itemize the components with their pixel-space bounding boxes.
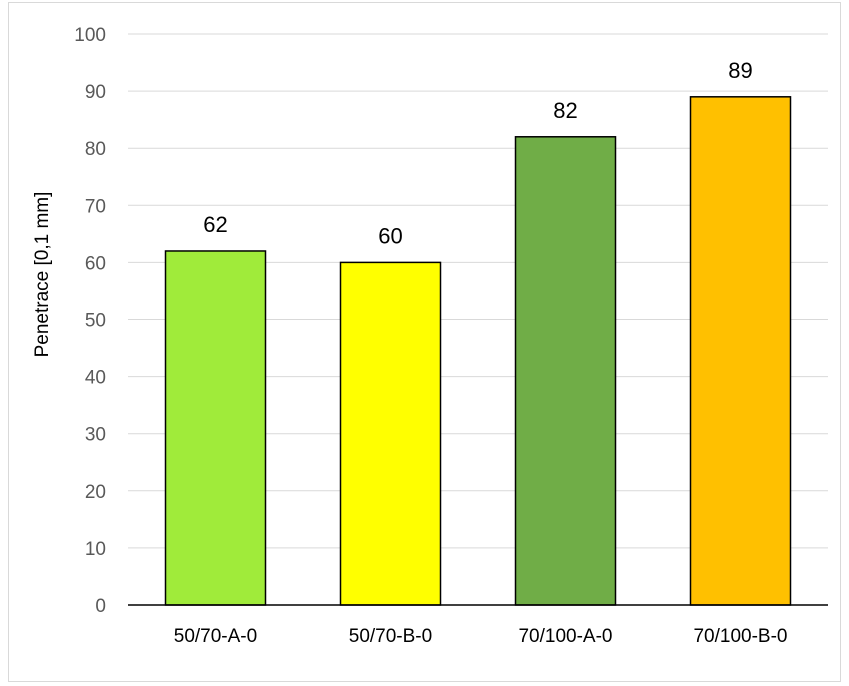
y-tick-label: 30 [85, 425, 106, 446]
y-tick-label: 100 [74, 25, 106, 46]
y-tick-label: 60 [85, 253, 106, 274]
bars [164, 96, 792, 606]
y-tick-label: 50 [85, 311, 106, 332]
bar-70/100-B-0 [689, 96, 792, 606]
x-tick-label: 50/70-B-0 [349, 626, 432, 647]
y-tick-label: 20 [85, 482, 106, 503]
y-tick-label: 0 [95, 596, 106, 617]
y-tick-label: 70 [85, 196, 106, 217]
x-tick-label: 50/70-A-0 [174, 626, 257, 647]
data-labels: 62 60 82 89 [203, 58, 752, 249]
data-label: 60 [378, 223, 402, 248]
y-tick-label: 80 [85, 139, 106, 160]
data-label: 62 [203, 212, 227, 237]
y-axis-title: Penetrace [0,1 mm] [32, 192, 53, 358]
bar-70/100-A-0 [514, 136, 617, 606]
bar-50/70-B-0 [339, 261, 442, 606]
x-tick-label: 70/100-A-0 [518, 626, 612, 647]
data-label: 82 [553, 98, 577, 123]
x-tick-label: 70/100-B-0 [693, 626, 787, 647]
x-axis-ticks: 50/70-A-0 50/70-B-0 70/100-A-0 70/100-B-0 [174, 626, 788, 647]
y-tick-label: 40 [85, 368, 106, 389]
data-label: 89 [728, 58, 752, 83]
y-tick-label: 10 [85, 539, 106, 560]
y-tick-label: 90 [85, 82, 106, 103]
bar-50/70-A-0 [164, 250, 267, 606]
y-axis-ticks: 0 10 20 30 40 50 60 70 80 90 100 [74, 25, 106, 617]
